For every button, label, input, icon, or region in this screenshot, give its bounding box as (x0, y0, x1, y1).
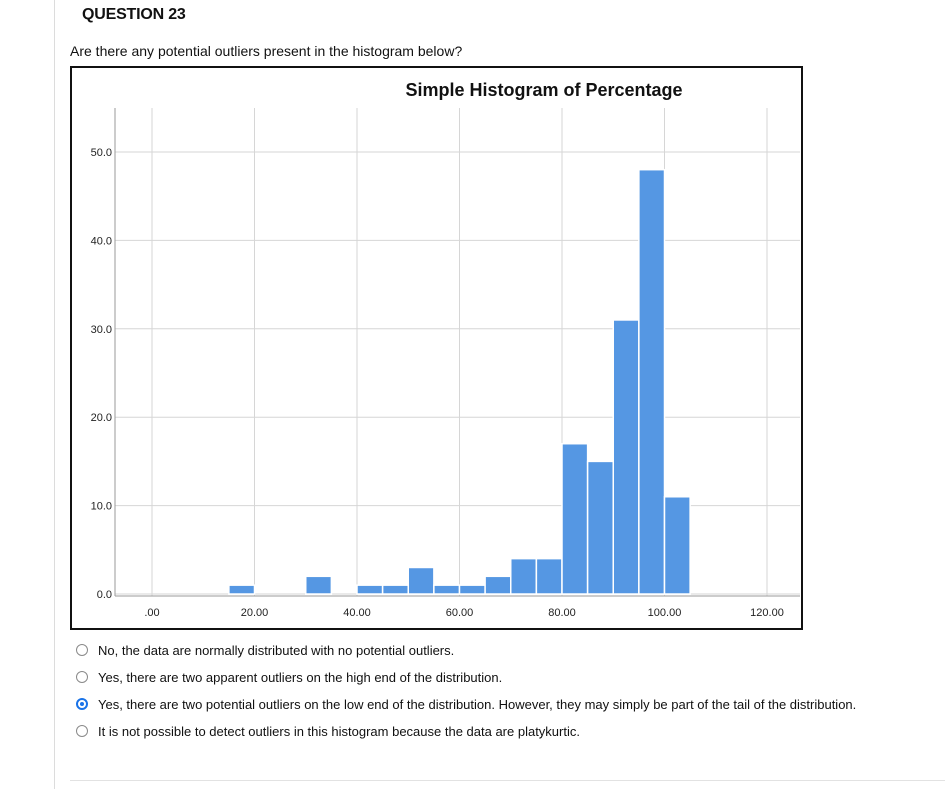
y-tick-label: 50.0 (91, 147, 112, 159)
y-tick-label: 40.0 (91, 235, 112, 247)
answer-option[interactable]: Yes, there are two potential outliers on… (76, 694, 856, 714)
histogram-bar (535, 557, 563, 595)
chart-title: Simple Histogram of Percentage (405, 80, 682, 100)
answer-option[interactable]: It is not possible to detect outliers in… (76, 721, 580, 741)
histogram-bar (561, 442, 589, 595)
histogram-bar (484, 575, 512, 595)
histogram-bar (228, 584, 256, 595)
histogram-chart: 0.0 10.0 20.0 30.0 40.0 50.0 .00 20.00 40.00 60.0… (70, 66, 803, 630)
x-tick-label: 120.00 (750, 607, 784, 619)
question-prompt: Are there any potential outliers present… (70, 43, 463, 59)
histogram-bar (612, 319, 640, 595)
radio-button[interactable] (76, 725, 88, 737)
histogram-svg: 0.0 10.0 20.0 30.0 40.0 50.0 .00 20.00 40.00 60.0… (91, 80, 800, 619)
plot-area (115, 108, 800, 596)
x-tick-label: 60.00 (446, 607, 474, 619)
y-tick-label: 10.0 (91, 501, 112, 513)
histogram-bar (433, 584, 461, 595)
y-tick-label: 0.0 (97, 589, 112, 601)
answer-option[interactable]: No, the data are normally distributed wi… (76, 640, 454, 660)
radio-button[interactable] (76, 698, 88, 710)
x-tick-label: 80.00 (548, 607, 576, 619)
answer-option-label: Yes, there are two potential outliers on… (98, 696, 857, 712)
x-tick-label: .00 (144, 607, 159, 619)
left-divider (54, 0, 55, 789)
histogram-bar (458, 584, 486, 595)
bottom-divider (70, 780, 945, 781)
histogram-bar (586, 460, 614, 595)
answer-option-label: Yes, there are two apparent outliers on … (98, 669, 503, 685)
y-tick-label: 20.0 (91, 412, 112, 424)
radio-button[interactable] (76, 644, 88, 656)
histogram-bar (638, 168, 666, 595)
histogram-bar (407, 566, 435, 595)
histogram-bar (510, 557, 538, 595)
histogram-bar (663, 496, 691, 595)
radio-button[interactable] (76, 671, 88, 683)
histogram-bar (356, 584, 384, 595)
question-number: QUESTION 23 (82, 6, 186, 23)
y-tick-label: 30.0 (91, 324, 112, 336)
histogram-bar (305, 575, 333, 595)
answer-option[interactable]: Yes, there are two apparent outliers on … (76, 667, 502, 687)
x-tick-label: 40.00 (343, 607, 371, 619)
x-tick-label: 20.00 (241, 607, 269, 619)
x-tick-label: 100.00 (648, 607, 682, 619)
answer-option-label: It is not possible to detect outliers in… (98, 723, 580, 739)
answer-option-label: No, the data are normally distributed wi… (98, 642, 455, 658)
histogram-bar (381, 584, 409, 595)
